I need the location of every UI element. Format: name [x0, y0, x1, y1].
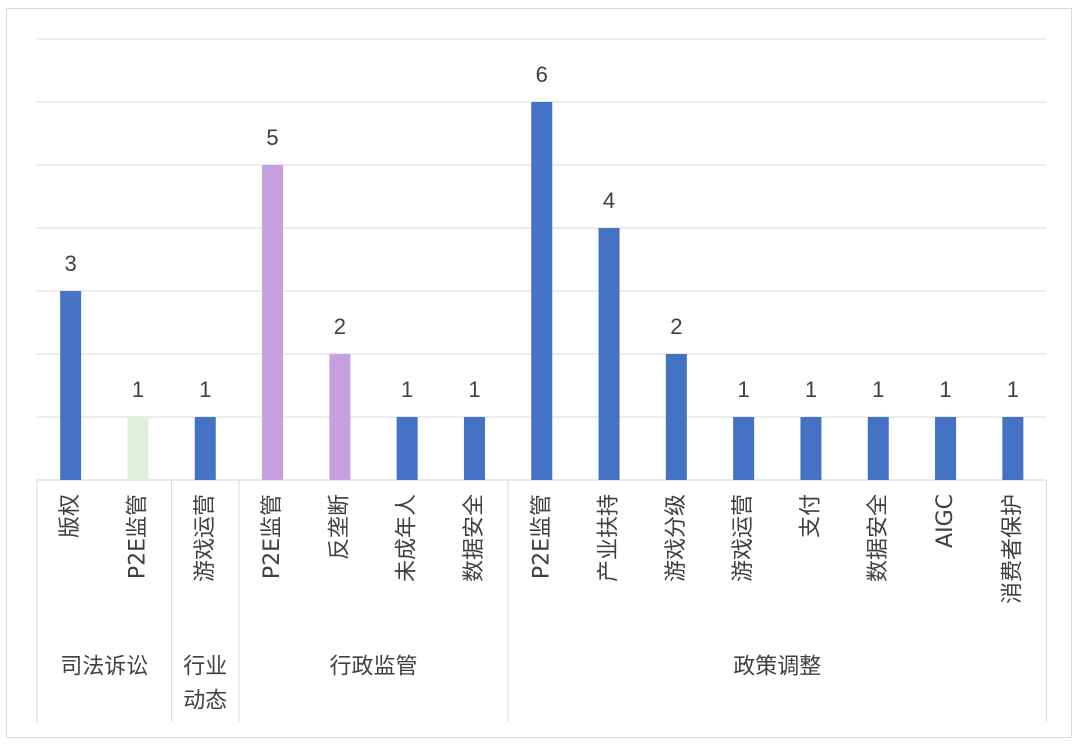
bar [935, 417, 957, 480]
bar [127, 417, 149, 480]
category-label: 产业扶持 [597, 494, 622, 582]
group-label: 行业 [183, 655, 227, 680]
data-label: 1 [1007, 377, 1019, 402]
category-label: P2E监管 [125, 494, 150, 579]
group-label: 司法诉讼 [60, 655, 148, 680]
bar [194, 417, 216, 480]
bar [262, 165, 284, 480]
group-label: 政策调整 [733, 655, 821, 680]
bar [329, 354, 351, 480]
data-label: 1 [939, 377, 951, 402]
group-label: 动态 [183, 689, 227, 714]
data-label: 1 [872, 377, 884, 402]
bar [396, 417, 418, 480]
data-label: 1 [132, 377, 144, 402]
category-label: 支付 [798, 494, 823, 538]
category-label: 版权 [58, 494, 83, 538]
data-label: 2 [670, 314, 682, 339]
category-label: 消费者保护 [1000, 494, 1025, 604]
data-label: 5 [266, 125, 278, 150]
group-label: 行政监管 [329, 655, 417, 680]
category-label: P2E监管 [260, 494, 285, 579]
category-label: P2E监管 [529, 494, 554, 579]
category-label: 数据安全 [462, 494, 487, 582]
bar [867, 417, 889, 480]
bar [665, 354, 687, 480]
bar [60, 291, 82, 480]
data-label: 1 [468, 377, 480, 402]
data-label: 1 [805, 377, 817, 402]
bar [463, 417, 485, 480]
category-label: 游戏运营 [731, 494, 756, 582]
data-label: 1 [401, 377, 413, 402]
bar [800, 417, 822, 480]
data-label: 1 [738, 377, 750, 402]
bar [733, 417, 755, 480]
category-label: 游戏运营 [193, 494, 218, 582]
data-label: 6 [536, 62, 548, 87]
category-label: 未成年人 [395, 494, 420, 582]
bar [1002, 417, 1024, 480]
category-label: 游戏分级 [664, 494, 689, 582]
data-label: 3 [65, 251, 77, 276]
category-label: AIGC [933, 494, 958, 548]
data-label: 4 [603, 188, 615, 213]
bar [598, 228, 620, 480]
bar [531, 102, 553, 480]
data-label: 1 [199, 377, 211, 402]
category-label: 数据安全 [866, 494, 891, 582]
data-label: 2 [334, 314, 346, 339]
category-label: 反垄断 [327, 494, 352, 560]
